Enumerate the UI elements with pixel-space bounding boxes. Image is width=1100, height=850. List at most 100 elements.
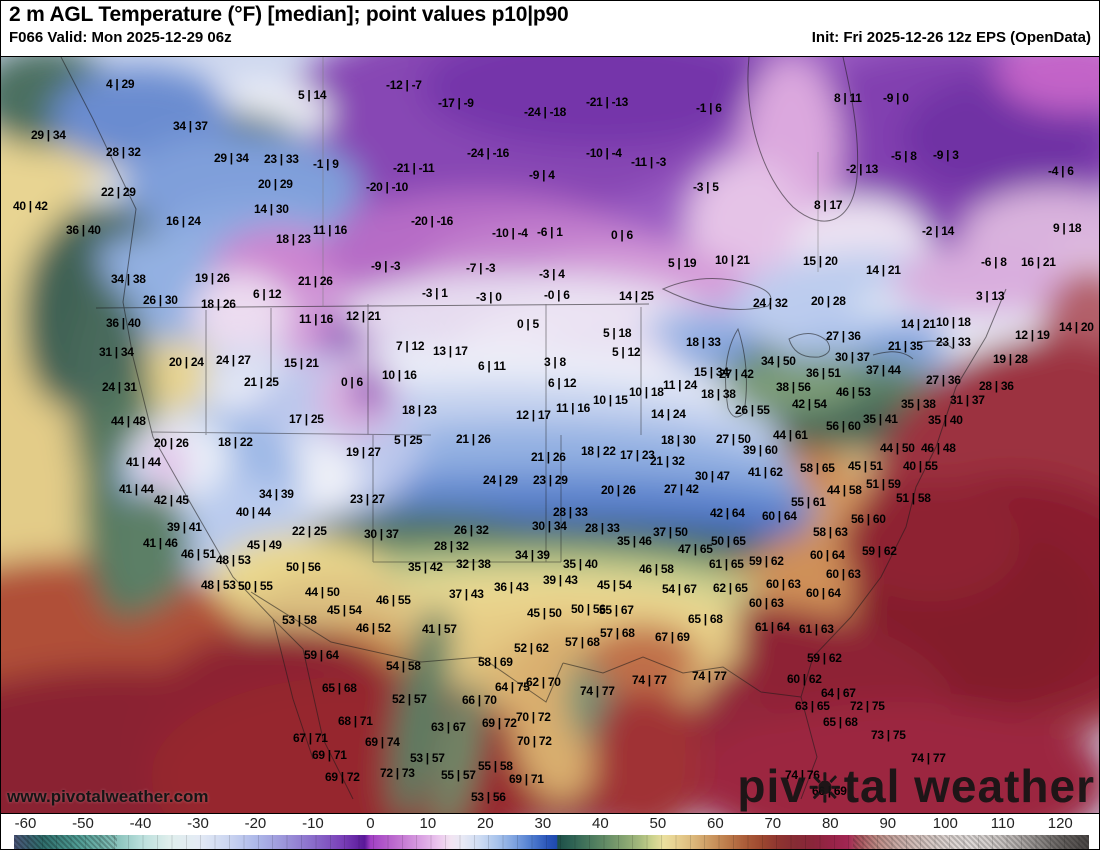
colorbar-tick-label: 90	[879, 815, 897, 832]
point-value: 38 | 56	[776, 380, 811, 394]
point-value: 37 | 43	[449, 587, 484, 601]
point-values-layer: 4 | 29 5 | 14 34 | 37 29 | 34 28 | 32 29 | 34…	[1, 57, 1099, 813]
point-value: 20 | 29	[258, 177, 293, 191]
point-value: 74 | 77	[692, 669, 727, 683]
point-value: 10 | 21	[715, 253, 750, 267]
point-value: 14 | 24	[651, 407, 686, 421]
point-value: 59 | 64	[304, 648, 339, 662]
point-value: 42 | 54	[792, 397, 827, 411]
point-value: 50 | 65	[711, 534, 746, 548]
point-value: 28 | 33	[553, 505, 588, 519]
point-value: 16 | 24	[166, 214, 201, 228]
point-value: 65 | 68	[823, 715, 858, 729]
point-value: 3 | 13	[976, 289, 1005, 303]
point-value: -11 | -3	[631, 155, 666, 169]
point-value: 37 | 44	[866, 363, 901, 377]
point-value: 60 | 64	[762, 509, 797, 523]
point-value: 27 | 42	[664, 482, 699, 496]
point-value: -12 | -7	[386, 78, 422, 92]
point-value: 74 | 76	[785, 768, 820, 782]
point-value: -20 | -10	[366, 180, 409, 194]
point-value: 59 | 62	[807, 651, 842, 665]
colorbar-hatch-left	[14, 835, 117, 849]
point-value: 40 | 42	[13, 199, 48, 213]
point-value: -9 | 4	[529, 168, 555, 182]
colorbar-tick-label: -10	[302, 815, 324, 832]
point-value: -10 | -4	[492, 226, 528, 240]
point-value: 29 | 34	[214, 151, 249, 165]
point-value: 46 | 58	[639, 562, 674, 576]
point-value: 45 | 54	[327, 603, 362, 617]
colorbar-tick-label: 40	[592, 815, 609, 832]
page-title: 2 m AGL Temperature (°F) [median]; point…	[9, 3, 569, 26]
point-value: 39 | 41	[167, 520, 202, 534]
colorbar-tick-label: 10	[419, 815, 437, 832]
point-value: 41 | 44	[126, 455, 161, 469]
point-value: 5 | 14	[298, 88, 327, 102]
point-value: 64 | 67	[821, 686, 856, 700]
point-value: 24 | 27	[216, 353, 251, 367]
point-value: -21 | -11	[393, 161, 435, 175]
colorbar-tick-label: -30	[187, 815, 209, 832]
point-value: 14 | 21	[901, 317, 936, 331]
point-value: 11 | 16	[556, 401, 590, 415]
point-value: 58 | 69	[478, 655, 513, 669]
point-value: 42 | 45	[154, 493, 189, 507]
point-value: 30 | 37	[835, 350, 870, 364]
point-value: -1 | 6	[696, 101, 722, 115]
colorbar-tick-label: 60	[706, 815, 724, 832]
point-value: -17 | -9	[438, 96, 474, 110]
point-value: 45 | 49	[247, 538, 282, 552]
point-value: 64 | 75	[495, 680, 530, 694]
point-value: 46 | 52	[356, 621, 391, 635]
header: 2 m AGL Temperature (°F) [median]; point…	[1, 1, 1099, 56]
colorbar-bin-lines	[14, 835, 1089, 849]
point-value: 61 | 65	[709, 557, 744, 571]
point-value: 10 | 16	[382, 368, 417, 382]
point-value: 15 | 34	[694, 365, 729, 379]
point-value: 74 | 77	[580, 684, 615, 698]
point-value: 20 | 24	[169, 355, 204, 369]
point-value: 60 | 64	[810, 548, 845, 562]
point-value: -2 | 14	[922, 224, 954, 238]
point-value: -3 | 5	[693, 180, 719, 194]
colorbar-tick-label: -50	[72, 815, 94, 832]
point-value: 56 | 60	[851, 512, 886, 526]
point-value: 35 | 40	[563, 557, 598, 571]
point-value: 41 | 57	[422, 622, 457, 636]
point-value: 20 | 28	[811, 294, 846, 308]
graticule-lines	[322, 57, 819, 307]
point-value: 62 | 70	[526, 675, 561, 689]
point-value: 18 | 22	[218, 435, 253, 449]
point-value: 63 | 65	[795, 699, 830, 713]
point-value: 28 | 32	[434, 539, 469, 553]
point-value: 12 | 17	[516, 408, 551, 422]
point-value: 6 | 12	[548, 376, 577, 390]
point-value: 41 | 44	[119, 482, 154, 496]
point-value: 66 | 70	[462, 693, 497, 707]
colorbar-tick-label: 30	[534, 815, 552, 832]
point-value: 23 | 33	[264, 152, 299, 166]
point-value: 0 | 5	[517, 317, 539, 331]
point-value: 55 | 67	[599, 603, 634, 617]
point-value: 14 | 20	[1059, 320, 1094, 334]
point-value: 16 | 21	[1021, 255, 1056, 269]
point-value: 31 | 34	[99, 345, 134, 359]
point-value: -21 | -13	[586, 95, 629, 109]
point-value: -6 | 1	[537, 225, 563, 239]
colorbar-tick-label: -60	[14, 815, 37, 832]
point-value: 26 | 32	[454, 523, 489, 537]
point-value: 41 | 62	[748, 465, 783, 479]
point-value: 45 | 50	[527, 606, 562, 620]
point-value: 44 | 58	[827, 483, 862, 497]
point-value: 36 | 40	[66, 223, 101, 237]
point-value: 46 | 55	[376, 593, 411, 607]
point-value: 7 | 12	[396, 339, 425, 353]
colorbar-tick-label: 50	[649, 815, 667, 832]
colorbar-tick-label: 80	[821, 815, 839, 832]
point-value: 74 | 77	[632, 673, 667, 687]
point-value: 47 | 65	[678, 542, 713, 556]
point-value: 70 | 72	[517, 734, 552, 748]
point-value: 45 | 54	[597, 578, 632, 592]
